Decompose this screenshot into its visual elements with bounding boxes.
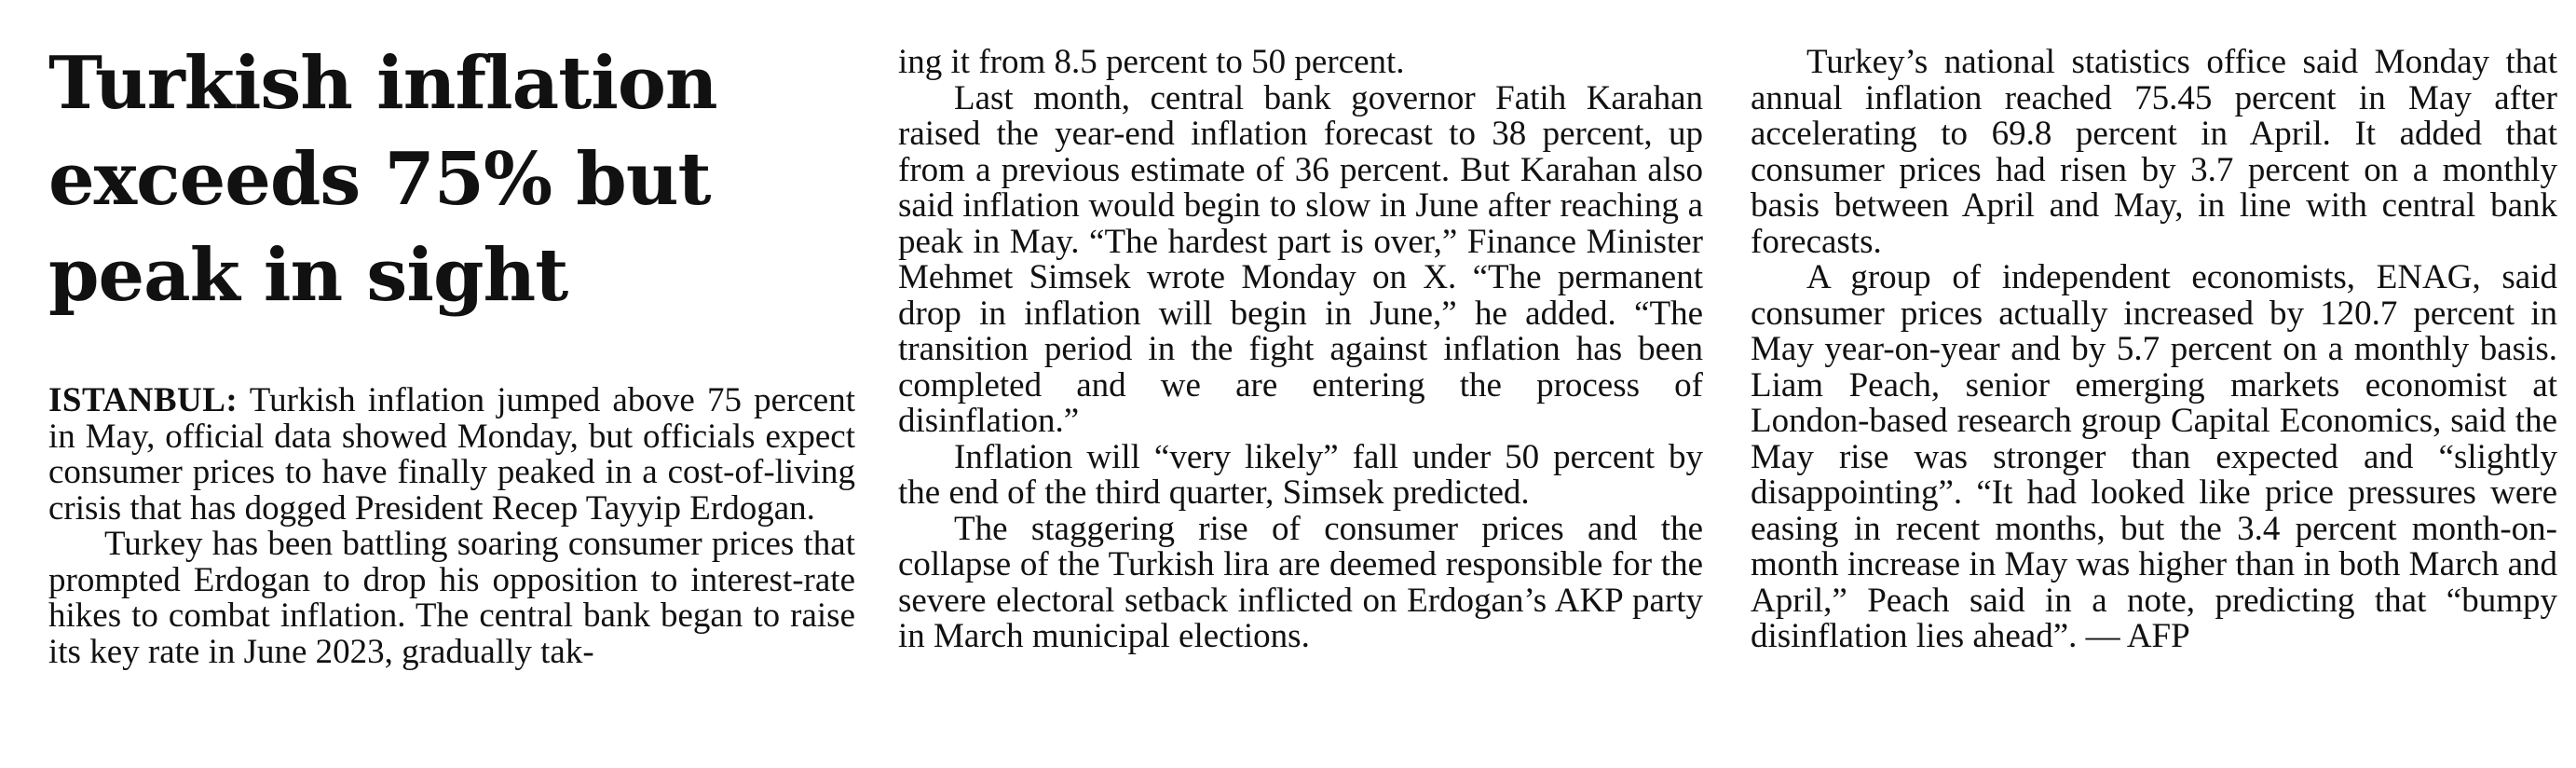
headline: Turkish inflation exceeds 75% but peak i… — [48, 41, 718, 318]
article-paragraph: A group of independent economists, ENAG,… — [1751, 258, 2557, 655]
dateline: ISTANBUL: — [48, 381, 239, 419]
article-paragraph: Turkey has been battling soaring consume… — [48, 525, 855, 671]
article-paragraph: Inflation will “very likely” fall under … — [898, 437, 1703, 512]
article-column-2: ing it from 8.5 percent to 50 percent. L… — [898, 43, 1703, 655]
article-paragraph: The staggering rise of consumer prices a… — [898, 509, 1703, 655]
article-paragraph: Last month, central bank governor Fatih … — [898, 78, 1703, 440]
article-paragraph: ISTANBUL: Turkish inflation jumped above… — [48, 381, 855, 528]
article-column-3: Turkey’s national statistics office said… — [1751, 43, 2557, 655]
article-column-1: ISTANBUL: Turkish inflation jumped above… — [48, 381, 855, 671]
article-paragraph: Turkey’s national statistics office said… — [1751, 43, 2557, 261]
paragraph-text: Turkish inflation jumped above 75 percen… — [48, 381, 855, 528]
article-paragraph: ing it from 8.5 percent to 50 percent. — [898, 43, 1405, 81]
